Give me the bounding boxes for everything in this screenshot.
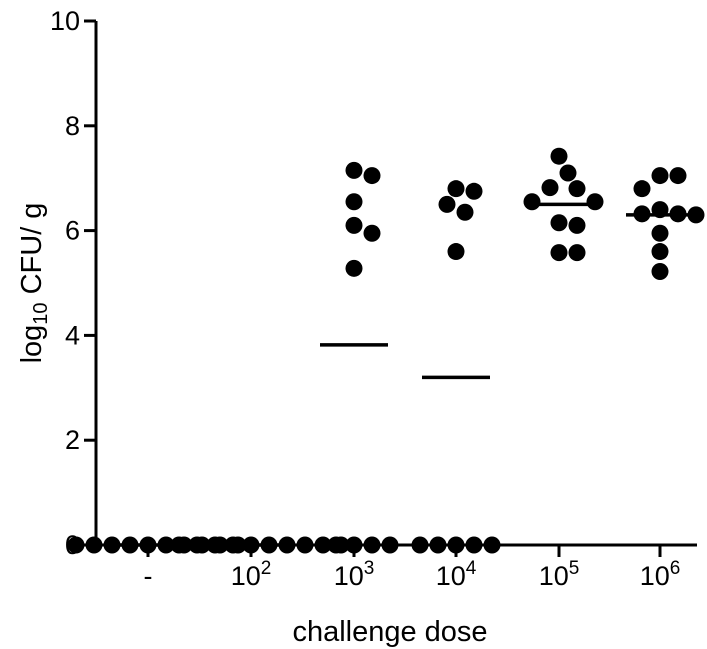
data-point [651,243,669,261]
data-point [523,193,541,211]
data-point [429,536,447,554]
data-point [568,180,586,198]
data-point [550,147,568,165]
data-point [669,167,687,185]
data-point [559,164,577,182]
y-axis-title-rest: CFU/ g [16,203,48,303]
data-point [345,193,363,211]
data-point [206,536,224,554]
y-tick-label: 6 [65,216,80,246]
data-point [381,536,399,554]
data-point [456,203,474,221]
data-point [85,536,103,554]
data-point [363,536,381,554]
data-point [465,536,483,554]
y-axis-title-subscript: 10 [30,302,52,324]
data-point [541,179,559,197]
x-tick-label-base: 10 [640,561,670,591]
data-point [103,536,121,554]
data-point [345,259,363,277]
x-tick-label: 105 [539,558,580,591]
data-point [411,536,429,554]
y-tick-label: 4 [65,320,80,350]
data-point [327,536,345,554]
x-tick-label-base: 10 [334,561,364,591]
data-point [438,195,456,213]
data-point [651,262,669,280]
x-tick-label-base: 10 [436,561,466,591]
x-tick-label: - [144,561,153,591]
data-point [687,206,705,224]
data-point [651,224,669,242]
data-point [465,182,483,200]
data-point [568,216,586,234]
data-point [447,180,465,198]
x-tick-label-exponent: 2 [261,558,272,579]
x-tick-label-exponent: 4 [466,558,477,579]
x-tick-label-exponent: 5 [569,558,580,579]
x-tick-label-base: 10 [539,561,569,591]
data-point [345,216,363,234]
data-point [550,214,568,232]
data-point [188,536,206,554]
x-axis-title: challenge dose [292,616,487,648]
data-point [345,161,363,179]
data-point [314,536,332,554]
x-tick-label-exponent: 6 [670,558,681,579]
x-tick-label-base: - [144,561,153,591]
data-point [363,224,381,242]
data-point [550,244,568,262]
data-point [568,244,586,262]
y-axis-title-log: log [16,325,48,364]
x-tick-label: 106 [640,558,681,591]
x-tick-label: 103 [334,558,375,591]
data-marks [67,147,705,554]
y-tick-label: 2 [65,425,80,455]
data-point [447,536,465,554]
y-axis-title: log10 CFU/ g [16,203,52,364]
data-point [651,167,669,185]
x-tick-label-exponent: 3 [364,558,375,579]
data-point [296,536,314,554]
y-axis: 0246810 [50,6,98,560]
y-tick-label: 10 [50,6,80,36]
data-point [586,193,604,211]
data-point [363,167,381,185]
data-point [67,536,85,554]
x-tick-label: 102 [231,558,272,591]
data-point [447,243,465,261]
data-point [633,180,651,198]
data-point [278,536,296,554]
x-tick-label: 104 [436,558,477,591]
data-point [483,536,501,554]
y-tick-label: 8 [65,111,80,141]
x-tick-label-base: 10 [231,561,261,591]
data-point [345,536,363,554]
